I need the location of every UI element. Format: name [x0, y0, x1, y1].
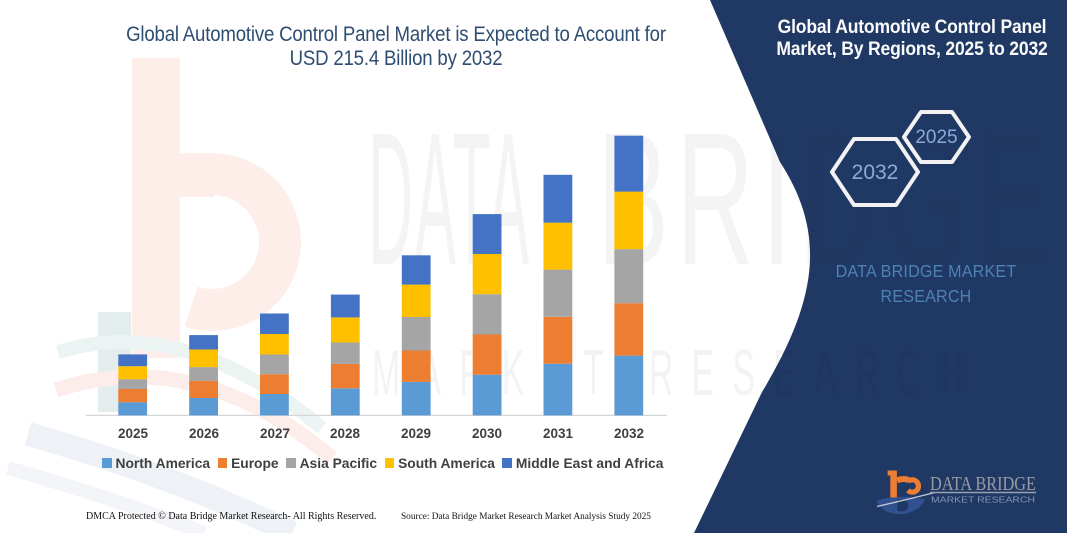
svg-text:2025: 2025: [915, 127, 957, 148]
svg-text:2032: 2032: [852, 161, 899, 184]
svg-text:DATA BRIDGE: DATA BRIDGE: [930, 473, 1036, 495]
svg-text:MARKET RESEARCH: MARKET RESEARCH: [931, 496, 1035, 505]
